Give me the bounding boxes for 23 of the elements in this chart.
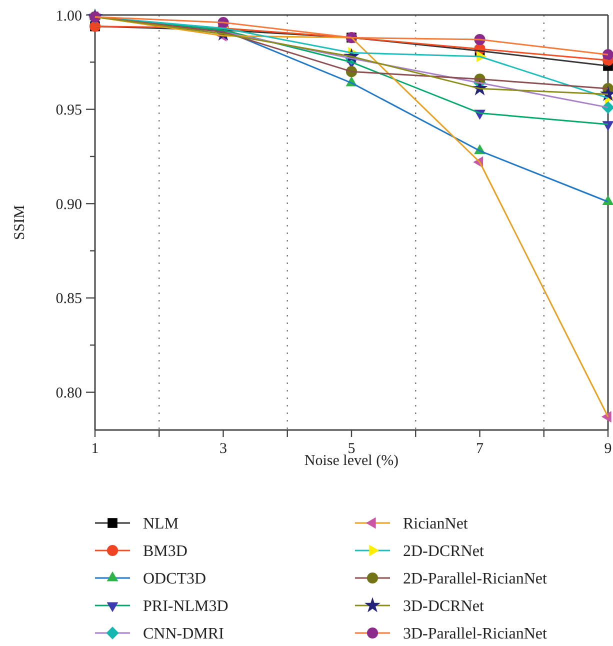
y-tick-label: 0.85 [56, 291, 82, 308]
legend-label: 2D-Parallel-RicianNet [403, 570, 548, 588]
y-tick-label: 0.95 [56, 102, 82, 119]
point [602, 49, 613, 60]
legend-label: 3D-Parallel-RicianNet [403, 626, 548, 643]
legend-label: ODCT3D [143, 570, 206, 588]
legend-label: CNN-DMRI [143, 626, 224, 643]
legend-label: NLM [143, 516, 179, 533]
legend-label: 3D-DCRNet [403, 598, 484, 616]
y-tick-label: 1.00 [56, 8, 82, 24]
legend-label: PRI-NLM3D [143, 598, 228, 616]
y-tick-label: 0.90 [56, 196, 82, 213]
point [601, 411, 612, 423]
x-tick-label: 7 [476, 441, 484, 457]
x-tick-label: 9 [604, 441, 612, 457]
point [602, 195, 613, 206]
y-tick-label: 0.80 [56, 386, 82, 402]
x-tick-label: 1 [91, 441, 99, 457]
x-tick-label: 3 [220, 441, 227, 457]
legend-label: BM3D [143, 543, 188, 560]
legend-label: RicianNet [403, 516, 468, 533]
legend-label: 2D-DCRNet [403, 543, 484, 560]
y-axis-title: SSIM [12, 204, 28, 240]
